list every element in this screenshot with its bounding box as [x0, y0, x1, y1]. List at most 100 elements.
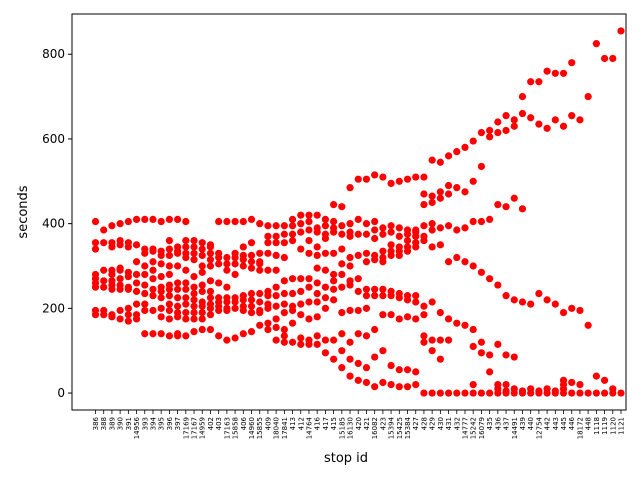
data-point: [428, 347, 436, 355]
data-point: [256, 260, 264, 268]
data-point: [338, 260, 346, 268]
x-tick-label: 427: [412, 417, 420, 430]
data-point: [288, 306, 297, 315]
data-point: [157, 260, 165, 268]
data-point: [576, 306, 584, 315]
data-point: [288, 230, 297, 238]
data-point: [124, 285, 132, 293]
data-point: [141, 215, 149, 224]
data-point: [198, 308, 206, 317]
x-tick-label: 386: [92, 416, 100, 430]
data-point: [239, 217, 247, 226]
x-tick-label: 388: [100, 417, 108, 430]
data-point: [157, 272, 165, 281]
data-point: [280, 300, 288, 308]
data-point: [609, 389, 617, 397]
data-point: [330, 336, 338, 344]
data-point: [412, 292, 420, 300]
x-axis-label: stop id: [324, 451, 368, 466]
data-point: [149, 330, 157, 338]
data-point: [256, 249, 264, 257]
data-point: [535, 389, 543, 397]
data-point: [305, 249, 313, 257]
data-point: [256, 298, 264, 306]
x-tick-label: 17169: [182, 417, 190, 439]
data-point: [592, 40, 600, 48]
data-point: [609, 54, 617, 63]
data-point: [313, 332, 321, 340]
data-point: [239, 306, 247, 315]
data-point: [231, 298, 239, 306]
data-point: [379, 292, 387, 300]
data-point: [444, 389, 453, 397]
data-point: [444, 190, 453, 198]
data-point: [288, 215, 297, 224]
data-point: [494, 128, 502, 137]
data-point: [256, 220, 264, 228]
data-point: [297, 275, 305, 283]
data-point: [91, 245, 100, 253]
data-point: [223, 298, 231, 306]
data-point: [494, 389, 502, 397]
x-tick-label: 16079: [478, 417, 486, 439]
data-point: [165, 245, 173, 253]
data-point: [321, 215, 330, 224]
data-point: [379, 347, 387, 355]
data-point: [477, 268, 486, 276]
data-point: [157, 313, 165, 321]
data-point: [313, 228, 321, 236]
data-point: [420, 311, 428, 319]
data-point: [206, 325, 215, 334]
data-point: [206, 311, 215, 319]
data-point: [395, 232, 403, 240]
data-point: [576, 389, 584, 397]
data-point: [518, 389, 527, 397]
data-point: [371, 226, 379, 234]
data-point: [165, 270, 173, 279]
data-point: [174, 332, 182, 340]
data-point: [469, 380, 477, 389]
data-point: [338, 308, 346, 317]
data-point: [116, 241, 124, 249]
data-point: [592, 389, 600, 397]
data-point: [165, 251, 173, 260]
data-point: [346, 220, 354, 228]
x-tick-label: 1118: [593, 417, 601, 435]
data-point: [297, 228, 305, 236]
data-point: [362, 332, 371, 340]
data-point: [486, 275, 494, 283]
data-point: [559, 308, 568, 317]
data-point: [584, 92, 592, 101]
data-point: [165, 306, 173, 315]
data-point: [100, 226, 108, 234]
data-point: [428, 389, 436, 397]
data-point: [272, 222, 280, 230]
data-point: [502, 380, 510, 389]
data-point: [600, 376, 609, 384]
data-point: [527, 114, 535, 122]
data-point: [584, 321, 592, 329]
data-point: [280, 308, 288, 317]
data-point: [346, 306, 354, 315]
data-point: [436, 241, 444, 249]
data-point: [543, 124, 551, 132]
data-point: [444, 336, 453, 344]
data-point: [403, 175, 412, 183]
data-point: [100, 277, 108, 285]
x-tick-label: 430: [437, 417, 445, 430]
data-point: [420, 332, 428, 340]
data-point: [453, 148, 461, 156]
data-point: [420, 302, 428, 310]
x-tick-label: 15384: [404, 416, 412, 439]
data-point: [362, 175, 371, 183]
data-point: [272, 292, 280, 300]
data-point: [305, 315, 313, 323]
data-point: [124, 317, 132, 325]
data-point: [174, 313, 182, 321]
data-point: [568, 59, 576, 67]
data-point: [354, 175, 362, 183]
data-point: [247, 302, 256, 310]
data-point: [132, 258, 141, 266]
data-point: [354, 287, 362, 296]
data-point: [568, 112, 576, 120]
